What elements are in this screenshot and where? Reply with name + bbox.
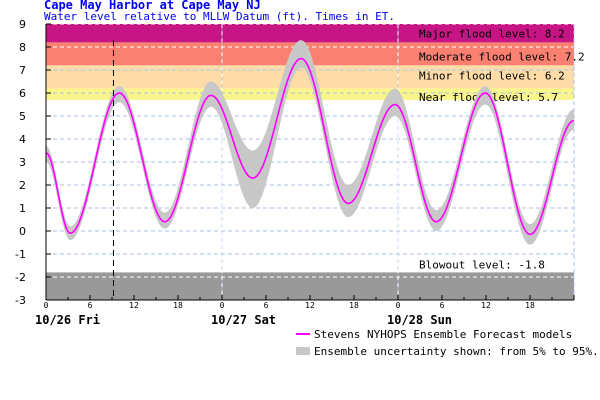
forecast-line bbox=[45, 57, 575, 236]
y-tick-label: 5 bbox=[19, 110, 26, 123]
legend-band-label: Ensemble uncertainty shown: from 5% to 9… bbox=[314, 345, 599, 358]
x-tick-label: 6 bbox=[88, 301, 93, 310]
x-tick-label: 18 bbox=[349, 301, 359, 310]
y-tick-label: 3 bbox=[19, 156, 26, 169]
chart-subtitle: Water level relative to MLLW Datum (ft).… bbox=[44, 10, 395, 23]
threshold-label: Blowout level: -1.8 bbox=[419, 258, 545, 271]
band-3 bbox=[46, 88, 574, 100]
y-tick-label: 9 bbox=[19, 18, 26, 31]
chart-title: Cape May Harbor at Cape May NJ bbox=[44, 0, 261, 12]
x-tick-label: 12 bbox=[129, 301, 139, 310]
x-tick-label: 12 bbox=[481, 301, 491, 310]
x-tick-label: 18 bbox=[173, 301, 183, 310]
x-tick-label: 0 bbox=[220, 301, 225, 310]
x-tick-label: 0 bbox=[396, 301, 401, 310]
y-tick-label: -1 bbox=[15, 248, 26, 261]
y-tick-label: 2 bbox=[19, 179, 26, 192]
x-tick-label: 18 bbox=[525, 301, 535, 310]
legend-band-swatch bbox=[296, 347, 310, 355]
y-tick-label: -3 bbox=[15, 294, 26, 307]
x-tick-label: 6 bbox=[264, 301, 269, 310]
day-label: 10/26 Fri bbox=[35, 313, 100, 327]
y-tick-label: 6 bbox=[19, 87, 26, 100]
x-tick-label: 6 bbox=[440, 301, 445, 310]
threshold-label: Moderate flood level: 7.2 bbox=[419, 50, 585, 63]
y-tick-label: 8 bbox=[19, 41, 26, 54]
legend-line-label: Stevens NYHOPS Ensemble Forecast models bbox=[314, 328, 572, 341]
y-tick-label: 4 bbox=[19, 133, 26, 146]
uncertainty-band bbox=[46, 40, 574, 245]
y-tick-label: 7 bbox=[19, 64, 26, 77]
y-tick-label: 0 bbox=[19, 225, 26, 238]
x-tick-label: 12 bbox=[305, 301, 315, 310]
y-tick-label: -2 bbox=[15, 271, 26, 284]
threshold-label: Minor flood level: 6.2 bbox=[419, 69, 565, 82]
threshold-label: Major flood level: 8.2 bbox=[419, 27, 565, 40]
band-0 bbox=[46, 24, 574, 43]
day-label: 10/27 Sat bbox=[211, 313, 276, 327]
y-tick-label: 1 bbox=[19, 202, 26, 215]
day-label: 10/28 Sun bbox=[387, 313, 452, 327]
x-tick-label: 0 bbox=[44, 301, 49, 310]
